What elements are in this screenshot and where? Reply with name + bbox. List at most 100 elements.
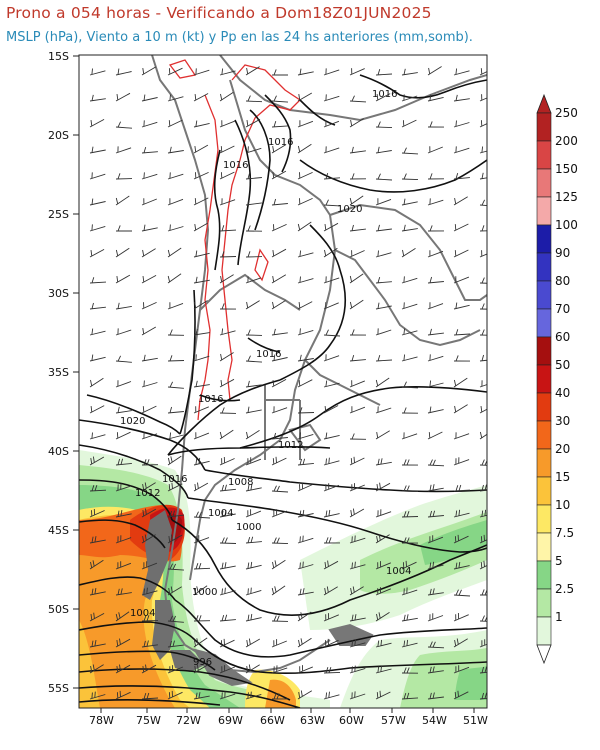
wind-barb <box>479 509 487 518</box>
wind-barb <box>245 146 262 154</box>
wind-barb <box>375 665 392 674</box>
wind-barb <box>349 95 367 103</box>
wind-barb <box>427 613 444 622</box>
wind-barb <box>219 225 237 232</box>
wind-barb <box>271 198 288 206</box>
wind-barb <box>271 406 288 414</box>
wind-barb <box>141 354 158 362</box>
wind-barb <box>271 509 288 518</box>
wind-barb <box>193 68 210 76</box>
wind-barb <box>219 378 235 388</box>
colorbar-swatch <box>536 336 552 366</box>
wind-barb <box>245 406 262 414</box>
lat-label: 55S <box>48 682 69 695</box>
wind-barb <box>479 459 487 466</box>
isobar-label: 1012 <box>135 488 160 499</box>
wind-barb <box>89 588 106 596</box>
wind-barb <box>89 119 105 128</box>
wind-barb <box>427 431 443 440</box>
wind-barb <box>479 68 487 76</box>
wind-barb <box>167 406 184 414</box>
wind-barb <box>141 224 158 232</box>
wind-barb <box>323 432 340 440</box>
colorbar-swatch <box>536 616 552 646</box>
wind-barb <box>453 432 470 440</box>
plot-frame <box>78 54 488 709</box>
wind-barb <box>89 302 106 310</box>
colorbar-swatch <box>536 588 552 618</box>
wind-barb <box>401 173 419 181</box>
wind-barb <box>297 379 313 388</box>
wind-barb <box>453 612 469 622</box>
lon-label: 75W <box>136 714 161 727</box>
wind-barb <box>115 535 132 544</box>
wind-barb <box>453 377 468 388</box>
wind-barb <box>375 612 390 622</box>
wind-barb <box>167 615 184 623</box>
wind-barb <box>245 276 262 284</box>
wind-barb <box>375 561 391 570</box>
colorbar-swatch <box>536 560 552 590</box>
wind-barb <box>167 640 184 648</box>
colorbar-label: 70 <box>555 302 570 316</box>
lon-label: 60W <box>339 714 364 727</box>
wind-barb <box>193 120 210 128</box>
wind-barb <box>401 381 419 389</box>
colorbar-label: 200 <box>555 134 578 148</box>
wind-barb <box>116 225 132 232</box>
wind-barb <box>219 407 237 414</box>
wind-barb <box>375 690 391 700</box>
wind-barb <box>453 638 468 648</box>
wind-barb <box>193 432 210 440</box>
wind-barb <box>245 118 261 128</box>
wind-barb <box>479 354 487 362</box>
wind-barb <box>349 561 366 570</box>
wind-barb <box>297 482 313 492</box>
wind-barb <box>141 198 157 206</box>
wind-barb <box>427 406 444 414</box>
wind-barb <box>193 482 209 492</box>
lat-label: 40S <box>48 445 69 458</box>
wind-barb <box>271 456 287 466</box>
wind-barb <box>271 354 288 362</box>
wind-barb <box>193 406 209 414</box>
wind-barb <box>349 146 366 154</box>
wind-barb <box>479 199 487 207</box>
wind-barb <box>219 638 235 648</box>
wind-barb <box>89 691 106 700</box>
wind-barb <box>427 225 445 232</box>
wind-barb <box>141 640 158 648</box>
wind-barb <box>401 147 419 155</box>
wind-barb <box>245 561 262 570</box>
wind-barb <box>193 197 209 206</box>
wind-barb <box>375 587 391 596</box>
wind-barb <box>245 329 263 336</box>
wind-barb <box>375 173 393 181</box>
isobar-label: 1012 <box>278 440 303 451</box>
wind-barb <box>427 173 445 180</box>
wind-barb <box>349 665 366 674</box>
wind-barb <box>219 68 236 76</box>
wind-barb <box>479 172 487 180</box>
wind-barb <box>297 221 312 232</box>
wind-barb <box>141 482 156 492</box>
wind-barb <box>141 326 157 336</box>
wind-barb <box>349 329 367 336</box>
wind-barb <box>323 537 341 544</box>
wind-barb <box>401 119 417 128</box>
wind-barb <box>453 146 470 154</box>
colorbar-label: 20 <box>555 442 570 456</box>
wind-barb <box>349 173 367 180</box>
wind-barb <box>115 121 133 129</box>
wind-barb <box>479 560 487 570</box>
wind-barb <box>297 458 314 466</box>
wind-barb <box>479 250 487 258</box>
wind-barb <box>453 534 469 544</box>
wind-barb <box>245 587 262 596</box>
wind-barb <box>375 430 390 440</box>
wind-barb <box>401 692 419 700</box>
wind-barb <box>193 93 209 102</box>
wind-barb <box>323 405 339 414</box>
wind-barb <box>375 354 393 362</box>
